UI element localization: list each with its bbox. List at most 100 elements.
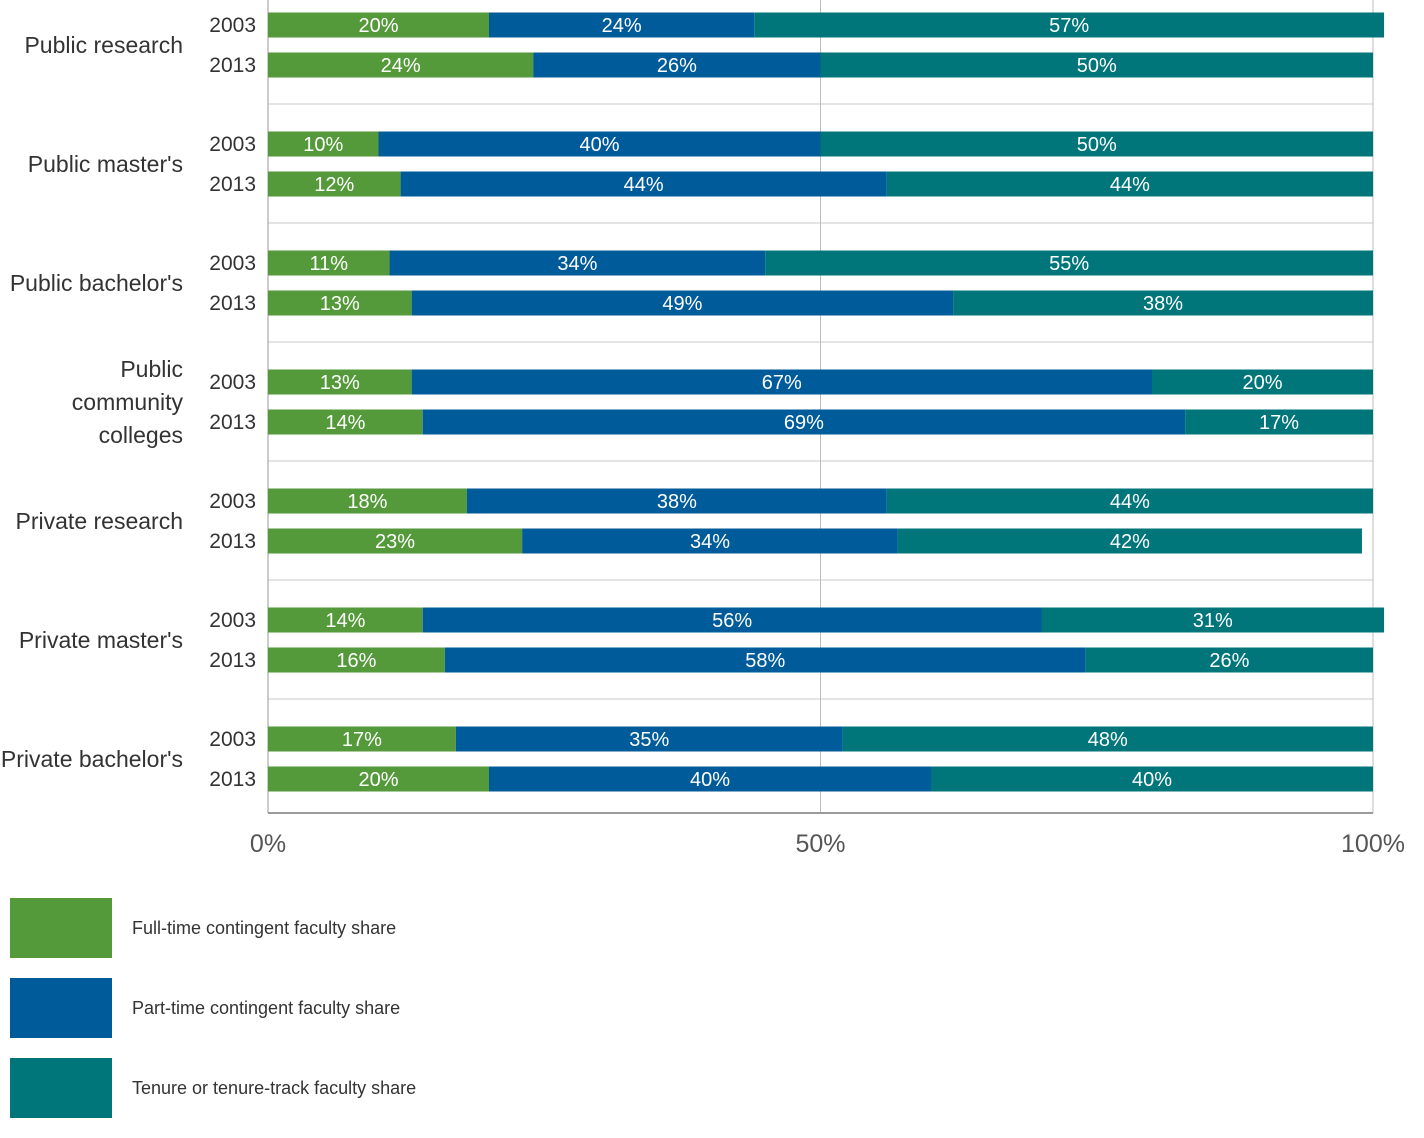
bar-data-label: 44% [624, 174, 664, 196]
bar-data-label: 24% [381, 55, 421, 77]
legend-item-part-time: Part-time contingent faculty share [10, 978, 416, 1038]
bar-segment [268, 369, 412, 395]
category-label: Public research [24, 32, 183, 58]
bar-data-label: 50% [1077, 55, 1117, 77]
bar-data-label: 12% [314, 174, 354, 196]
bar-data-label: 48% [1088, 729, 1128, 751]
bar-data-label: 50% [1077, 134, 1117, 156]
bar-data-label: 20% [1242, 372, 1282, 394]
bar-segment [268, 290, 412, 316]
bar-segment [897, 528, 1362, 554]
bar-data-label: 11% [310, 253, 349, 275]
bar-data-label: 14% [325, 610, 365, 632]
bar-segment [1152, 369, 1373, 395]
bar-data-label: 31% [1193, 610, 1233, 632]
bar-data-label: 49% [662, 293, 702, 315]
bar-segment [268, 488, 467, 514]
bar-data-label: 24% [602, 15, 642, 37]
bar-data-label: 26% [657, 55, 697, 77]
bar-segment [444, 647, 1086, 673]
legend-item-full-time: Full-time contingent faculty share [10, 898, 416, 958]
bar-segment [953, 290, 1373, 316]
category-label: Private master's [19, 627, 183, 653]
bar-data-label: 17% [342, 729, 382, 751]
year-tick-label: 2013 [209, 649, 256, 672]
bar-segment [886, 488, 1373, 514]
bar-data-label: 18% [347, 491, 387, 513]
category-label: Private research [16, 508, 183, 534]
bar-data-label: 35% [629, 729, 669, 751]
bar-segment [455, 726, 843, 752]
bar-segment [754, 12, 1385, 38]
bar-segment [268, 171, 401, 197]
bar-data-label: 67% [762, 372, 802, 394]
bar-data-label: 40% [1132, 769, 1172, 791]
year-tick-label: 2003 [209, 728, 256, 751]
legend-item-tenure: Tenure or tenure-track faculty share [10, 1058, 416, 1118]
bar-data-label: 10% [303, 134, 343, 156]
bar-data-label: 26% [1209, 650, 1249, 672]
legend-swatch-tenure [10, 1058, 112, 1118]
bar-segment [522, 528, 898, 554]
bar-data-label: 20% [358, 769, 398, 791]
year-tick-label: 2013 [209, 530, 256, 553]
category-label: colleges [99, 422, 183, 448]
year-tick-label: 2013 [209, 173, 256, 196]
bar-segment [411, 290, 954, 316]
bar-segment [931, 766, 1373, 792]
bar-data-label: 44% [1110, 174, 1150, 196]
bar-segment [400, 171, 887, 197]
bar-segment [1041, 607, 1385, 633]
bar-segment [268, 766, 489, 792]
bar-data-label: 40% [579, 134, 619, 156]
category-label: Private bachelor's [1, 746, 183, 772]
bar-data-label: 13% [320, 293, 360, 315]
bar-segment [378, 131, 821, 157]
bar-segment [842, 726, 1373, 752]
bar-data-label: 38% [657, 491, 697, 513]
bar-data-label: 34% [557, 253, 597, 275]
bar-segment [268, 528, 523, 554]
bar-segment [765, 250, 1373, 276]
legend-swatch-part-time [10, 978, 112, 1038]
bar-data-label: 16% [336, 650, 376, 672]
stacked-bar-chart: 20% 24% 57% 2003 24% 26% 50% 2013 Public researc… [1, 0, 1405, 858]
year-tick-label: 2003 [209, 133, 256, 156]
x-tick-label: 0% [250, 830, 286, 858]
bar-segment [268, 12, 489, 38]
year-tick-label: 2003 [209, 371, 256, 394]
year-tick-label: 2003 [209, 490, 256, 513]
bar-data-label: 40% [690, 769, 730, 791]
bar-segment [422, 607, 1042, 633]
bar-segment [268, 726, 456, 752]
bar-data-label: 69% [784, 412, 824, 434]
year-tick-label: 2013 [209, 292, 256, 315]
bar-segment [886, 171, 1373, 197]
bar-data-label: 44% [1110, 491, 1150, 513]
bar-data-label: 14% [325, 412, 365, 434]
x-tick-label: 100% [1341, 830, 1405, 858]
bar-segment [489, 766, 931, 792]
legend-swatch-full-time [10, 898, 112, 958]
bar-segment [820, 131, 1373, 157]
x-tick-label: 50% [795, 830, 845, 858]
bar-segment [466, 488, 887, 514]
year-tick-label: 2003 [209, 14, 256, 37]
bar-segment [268, 250, 390, 276]
bar-data-label: 38% [1143, 293, 1183, 315]
bar-segment [268, 647, 445, 673]
bar-segment [1185, 409, 1373, 435]
category-label: Public bachelor's [10, 270, 183, 296]
bar-segment [422, 409, 1186, 435]
bar-segment [389, 250, 766, 276]
bar-data-label: 56% [712, 610, 752, 632]
bar-data-label: 13% [320, 372, 360, 394]
bar-segment [268, 409, 423, 435]
bar-segment [268, 52, 534, 78]
bar-segment [820, 52, 1373, 78]
year-tick-label: 2013 [209, 768, 256, 791]
bar-data-label: 58% [745, 650, 785, 672]
bar-data-label: 20% [358, 15, 398, 37]
category-label: Public [120, 356, 183, 382]
legend-label-tenure: Tenure or tenure-track faculty share [132, 1077, 417, 1098]
